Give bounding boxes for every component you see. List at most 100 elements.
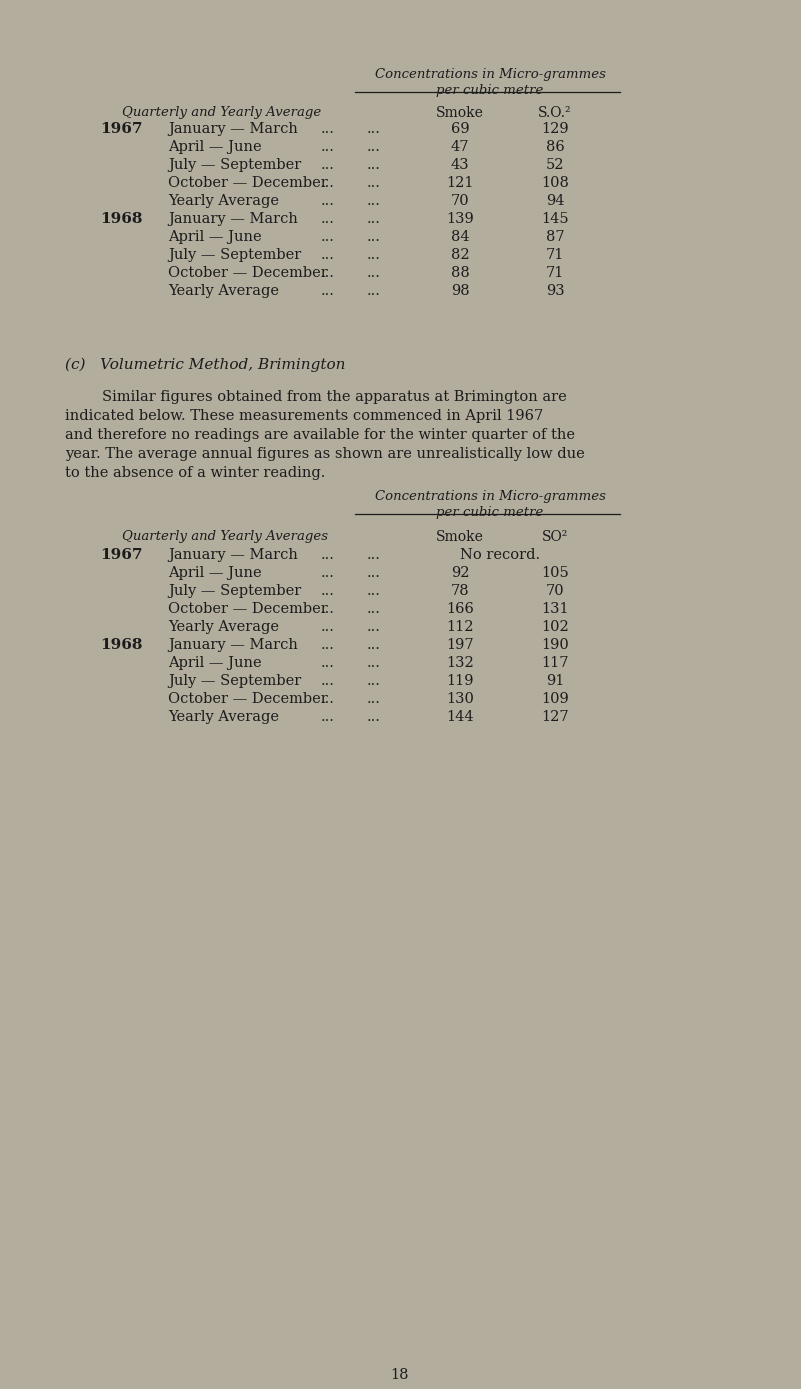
Text: 127: 127: [541, 710, 569, 724]
Text: April — June: April — June: [168, 231, 262, 244]
Text: (c)   Volumetric Method, Brimington: (c) Volumetric Method, Brimington: [65, 358, 345, 372]
Text: ...: ...: [321, 122, 335, 136]
Text: January — March: January — March: [168, 213, 298, 226]
Text: 98: 98: [451, 283, 469, 299]
Text: ...: ...: [321, 140, 335, 154]
Text: Smoke: Smoke: [436, 106, 484, 119]
Text: 91: 91: [545, 674, 564, 688]
Text: 43: 43: [451, 158, 469, 172]
Text: ...: ...: [321, 565, 335, 581]
Text: indicated below. These measurements commenced in April 1967: indicated below. These measurements comm…: [65, 408, 543, 424]
Text: 47: 47: [451, 140, 469, 154]
Text: ...: ...: [367, 122, 381, 136]
Text: 71: 71: [545, 267, 564, 281]
Text: 131: 131: [541, 601, 569, 615]
Text: 108: 108: [541, 176, 569, 190]
Text: 1967: 1967: [100, 549, 143, 563]
Text: 84: 84: [451, 231, 469, 244]
Text: 109: 109: [541, 692, 569, 706]
Text: Yearly Average: Yearly Average: [168, 619, 279, 633]
Text: April — June: April — June: [168, 656, 262, 669]
Text: October — December: October — December: [168, 692, 328, 706]
Text: Smoke: Smoke: [436, 531, 484, 544]
Text: Yearly Average: Yearly Average: [168, 283, 279, 299]
Text: 82: 82: [451, 249, 469, 263]
Text: ...: ...: [367, 231, 381, 244]
Text: July — September: July — September: [168, 158, 301, 172]
Text: 139: 139: [446, 213, 474, 226]
Text: July — September: July — September: [168, 583, 301, 599]
Text: ...: ...: [367, 158, 381, 172]
Text: SO²: SO²: [541, 531, 568, 544]
Text: ...: ...: [321, 231, 335, 244]
Text: ...: ...: [321, 249, 335, 263]
Text: April — June: April — June: [168, 140, 262, 154]
Text: ...: ...: [367, 283, 381, 299]
Text: January — March: January — March: [168, 549, 298, 563]
Text: ...: ...: [367, 656, 381, 669]
Text: April — June: April — June: [168, 565, 262, 581]
Text: ...: ...: [321, 158, 335, 172]
Text: 102: 102: [541, 619, 569, 633]
Text: October — December: October — December: [168, 267, 328, 281]
Text: ...: ...: [367, 710, 381, 724]
Text: ...: ...: [321, 583, 335, 599]
Text: ...: ...: [367, 249, 381, 263]
Text: ...: ...: [321, 638, 335, 651]
Text: ...: ...: [321, 601, 335, 615]
Text: 52: 52: [545, 158, 564, 172]
Text: 144: 144: [446, 710, 474, 724]
Text: ...: ...: [321, 176, 335, 190]
Text: Yearly Average: Yearly Average: [168, 194, 279, 208]
Text: 71: 71: [545, 249, 564, 263]
Text: Concentrations in Micro-grammes: Concentrations in Micro-grammes: [375, 490, 606, 503]
Text: 70: 70: [451, 194, 469, 208]
Text: ...: ...: [367, 140, 381, 154]
Text: Quarterly and Yearly Average: Quarterly and Yearly Average: [122, 106, 321, 119]
Text: Similar figures obtained from the apparatus at Brimington are: Similar figures obtained from the appara…: [65, 390, 567, 404]
Text: 130: 130: [446, 692, 474, 706]
Text: October — December: October — December: [168, 601, 328, 615]
Text: ...: ...: [367, 565, 381, 581]
Text: ...: ...: [367, 549, 381, 563]
Text: ...: ...: [321, 283, 335, 299]
Text: 112: 112: [446, 619, 473, 633]
Text: July — September: July — September: [168, 249, 301, 263]
Text: ...: ...: [367, 619, 381, 633]
Text: ...: ...: [367, 583, 381, 599]
Text: 87: 87: [545, 231, 565, 244]
Text: ...: ...: [321, 692, 335, 706]
Text: 132: 132: [446, 656, 474, 669]
Text: January — March: January — March: [168, 638, 298, 651]
Text: ...: ...: [321, 674, 335, 688]
Text: Quarterly and Yearly Averages: Quarterly and Yearly Averages: [122, 531, 328, 543]
Text: October — December: October — December: [168, 176, 328, 190]
Text: per cubic metre: per cubic metre: [437, 506, 544, 519]
Text: 105: 105: [541, 565, 569, 581]
Text: 69: 69: [451, 122, 469, 136]
Text: 86: 86: [545, 140, 565, 154]
Text: 190: 190: [541, 638, 569, 651]
Text: 1968: 1968: [100, 638, 143, 651]
Text: 88: 88: [451, 267, 469, 281]
Text: 78: 78: [451, 583, 469, 599]
Text: ...: ...: [321, 549, 335, 563]
Text: year. The average annual figures as shown are unrealistically low due: year. The average annual figures as show…: [65, 447, 585, 461]
Text: Concentrations in Micro-grammes: Concentrations in Micro-grammes: [375, 68, 606, 81]
Text: ...: ...: [367, 213, 381, 226]
Text: 92: 92: [451, 565, 469, 581]
Text: Yearly Average: Yearly Average: [168, 710, 279, 724]
Text: and therefore no readings are available for the winter quarter of the: and therefore no readings are available …: [65, 428, 575, 442]
Text: No record.: No record.: [460, 549, 540, 563]
Text: 129: 129: [541, 122, 569, 136]
Text: 197: 197: [446, 638, 474, 651]
Text: January — March: January — March: [168, 122, 298, 136]
Text: July — September: July — September: [168, 674, 301, 688]
Text: 93: 93: [545, 283, 565, 299]
Text: ...: ...: [367, 692, 381, 706]
Text: ...: ...: [321, 656, 335, 669]
Text: ...: ...: [321, 710, 335, 724]
Text: ...: ...: [367, 176, 381, 190]
Text: 1968: 1968: [100, 213, 143, 226]
Text: ...: ...: [367, 674, 381, 688]
